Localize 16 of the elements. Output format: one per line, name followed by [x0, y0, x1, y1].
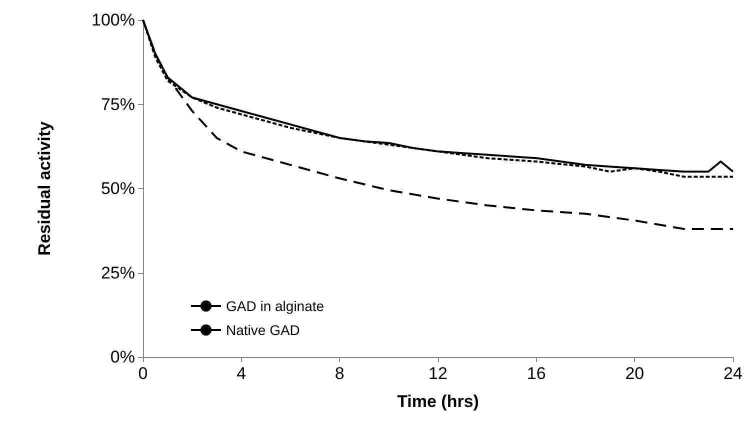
y-tick-label: 75% — [100, 94, 135, 114]
legend-label: GAD in alginate — [226, 298, 324, 314]
x-tick-label: 0 — [138, 364, 148, 383]
y-tick-label: 50% — [100, 179, 135, 198]
x-tick-label: 20 — [625, 364, 644, 383]
y-tick-label: 25% — [100, 263, 135, 282]
x-tick-label: 24 — [724, 364, 742, 383]
x-tick-label: 8 — [334, 364, 344, 383]
x-axis-title: Time (hrs) — [397, 392, 479, 411]
legend-label: Native GAD — [226, 322, 300, 338]
y-tick-label: 0% — [110, 348, 135, 366]
y-axis-title: Residual activity — [35, 120, 54, 256]
x-tick-label: 12 — [428, 364, 448, 383]
x-tick-label: 16 — [526, 364, 546, 383]
y-tick-label: 100% — [92, 10, 135, 30]
x-tick-label: 4 — [236, 364, 246, 383]
